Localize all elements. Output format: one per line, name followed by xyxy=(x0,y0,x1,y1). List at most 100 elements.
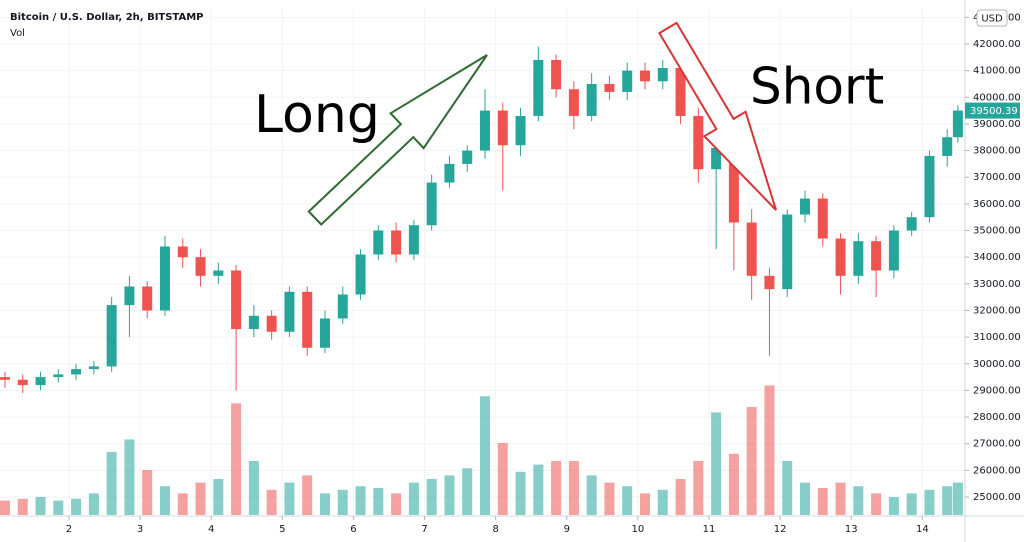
x-tick-label: 2 xyxy=(66,524,72,535)
volume-bar xyxy=(533,464,544,515)
last-price-tag xyxy=(965,102,1020,119)
volume-bar xyxy=(835,482,846,515)
x-tick-label: 3 xyxy=(137,524,143,535)
candle-body xyxy=(693,115,704,170)
candle-body xyxy=(675,67,686,116)
x-tick-label: 11 xyxy=(703,524,716,535)
candle-body xyxy=(231,270,242,330)
volume-bar xyxy=(462,468,473,515)
volume-bar xyxy=(231,403,242,515)
candle-body xyxy=(497,110,508,146)
candle-body xyxy=(906,217,917,231)
volume-bar xyxy=(408,482,419,515)
y-tick-label: 38000.00 xyxy=(973,146,1021,157)
volume-bar xyxy=(159,486,170,515)
price-pane xyxy=(0,46,963,394)
volume-bar xyxy=(586,475,597,515)
volume-bar xyxy=(0,500,10,515)
candle-body xyxy=(835,238,846,276)
y-tick-label: 42000.00 xyxy=(973,39,1021,50)
candle-body xyxy=(639,70,650,82)
volume-bar xyxy=(782,461,793,515)
volume-bar xyxy=(622,486,633,515)
candle-body xyxy=(195,257,206,276)
volume-bar xyxy=(177,493,188,515)
candle-body xyxy=(799,198,810,215)
currency[interactable]: USD xyxy=(981,14,1003,25)
candle-body xyxy=(71,369,82,375)
volume-bar xyxy=(693,461,704,515)
candle-body xyxy=(604,83,615,92)
annotation-long: Long xyxy=(254,85,380,145)
candle-body xyxy=(88,366,99,370)
candle-body xyxy=(942,137,953,156)
candle-body xyxy=(319,318,330,348)
candle-body xyxy=(35,377,46,386)
volume-bar xyxy=(17,498,28,515)
volume-bar xyxy=(373,488,384,515)
candle-body xyxy=(462,150,473,164)
volume-pane xyxy=(0,385,963,515)
volume-bar xyxy=(515,471,526,515)
volume-bar xyxy=(426,479,437,515)
candle-body xyxy=(444,163,455,183)
candle-body xyxy=(728,147,739,223)
volume-bar xyxy=(266,489,277,515)
candle-body xyxy=(53,374,64,378)
volume-bar xyxy=(337,489,348,515)
x-tick-label: 6 xyxy=(350,524,356,535)
volume-bar xyxy=(444,475,455,515)
x-tick-label: 9 xyxy=(564,524,570,535)
candle-body xyxy=(853,241,864,276)
y-tick-label: 31000.00 xyxy=(973,332,1021,343)
y-tick-label: 30000.00 xyxy=(973,359,1021,370)
volume-bar xyxy=(906,493,917,515)
candle-body xyxy=(888,230,899,271)
y-tick-label: 40000.00 xyxy=(973,92,1021,103)
candle-body xyxy=(302,291,313,348)
candle-body xyxy=(159,246,170,311)
volume-bar xyxy=(746,407,757,515)
volume-bar xyxy=(284,482,295,515)
y-tick-label: 36000.00 xyxy=(973,199,1021,210)
y-tick-label: 26000.00 xyxy=(973,465,1021,476)
volume-bar xyxy=(853,486,864,515)
candle-body xyxy=(711,147,722,170)
x-tick-label: 14 xyxy=(916,524,929,535)
candle-body xyxy=(124,286,135,306)
x-tick-label: 10 xyxy=(632,524,645,535)
x-tick-label: 13 xyxy=(845,524,858,535)
volume-bar xyxy=(71,498,82,515)
volume-bar xyxy=(391,493,402,515)
candle-body xyxy=(817,198,828,239)
volume-bar xyxy=(568,461,579,515)
y-tick-label: 37000.00 xyxy=(973,172,1021,183)
long-arrow xyxy=(307,54,488,226)
volume-bar xyxy=(728,453,739,515)
currency-box[interactable] xyxy=(976,9,1008,27)
volume-bar xyxy=(35,497,46,515)
axes: 25000.00 26000.00 27000.00 28000.00 29000.00… xyxy=(66,12,1021,535)
candle-body xyxy=(266,315,277,332)
volume-bar xyxy=(871,493,882,515)
volume-bar xyxy=(639,493,650,515)
x-tick-label: 5 xyxy=(279,524,285,535)
chart-title: Bitcoin / U.S. Dollar, 2h, BITSTAMP xyxy=(10,12,204,23)
annotation-short: Short xyxy=(750,58,884,116)
volume-bar xyxy=(195,482,206,515)
candle-body xyxy=(952,110,963,138)
candle-body xyxy=(746,222,757,276)
candle-body xyxy=(657,67,668,82)
candle-body xyxy=(924,155,935,218)
candle-body xyxy=(248,315,259,330)
y-tick-label: 33000.00 xyxy=(973,279,1021,290)
candle-body xyxy=(391,230,402,255)
volume-bar xyxy=(302,475,313,515)
y-tick-label: 29000.00 xyxy=(973,385,1021,396)
volume-bar xyxy=(479,396,490,515)
candle-body xyxy=(0,377,10,380)
volume-bar xyxy=(888,497,899,515)
candle-body xyxy=(426,182,437,226)
volume-bar xyxy=(248,461,259,515)
y-tick-label: 28000.00 xyxy=(973,412,1021,423)
